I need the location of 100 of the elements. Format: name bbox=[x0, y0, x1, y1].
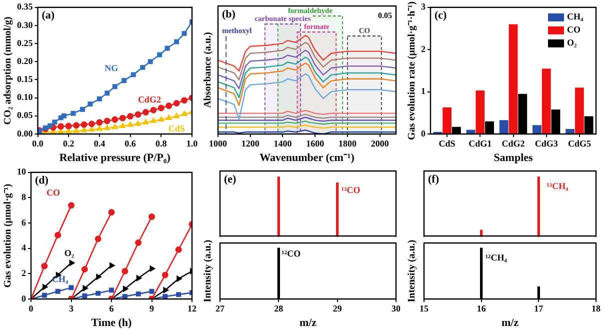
x-tick-label: 3 bbox=[69, 304, 74, 314]
y-tick-label: 2 bbox=[22, 268, 26, 278]
x-tick-label: 27 bbox=[216, 304, 225, 314]
point bbox=[150, 118, 156, 123]
x-tick-label: 2000 bbox=[370, 138, 390, 149]
point bbox=[110, 262, 115, 268]
x-tick-label: 0.4 bbox=[94, 138, 106, 149]
point bbox=[70, 110, 76, 116]
bar bbox=[566, 128, 575, 134]
point bbox=[134, 111, 142, 118]
y-tick-label: 0.00 bbox=[17, 128, 34, 138]
y-tick-label: 0.35 bbox=[17, 2, 34, 12]
point bbox=[162, 272, 168, 278]
point bbox=[82, 293, 88, 298]
bar bbox=[442, 107, 452, 134]
y-tick-label: 0 bbox=[22, 293, 26, 304]
x-axis-title: m/z bbox=[501, 317, 519, 330]
x-tick-label: 0.6 bbox=[124, 138, 136, 149]
x-axis-title: Relative pressure (P/P₀) bbox=[59, 152, 171, 164]
point bbox=[94, 236, 102, 242]
x-tick-label: 12 bbox=[188, 304, 197, 314]
y-axis-title: Gas evolution (μmol·g⁻¹) bbox=[2, 184, 14, 288]
x-tick-label: CdG3 bbox=[534, 138, 558, 149]
y-axis-title: Intensity (a.u.) bbox=[202, 240, 214, 302]
point bbox=[148, 59, 153, 64]
y-tick-label: 0.30 bbox=[17, 20, 34, 30]
point bbox=[112, 84, 118, 90]
x-tick-label: 1400 bbox=[274, 138, 292, 149]
point bbox=[135, 239, 142, 246]
point bbox=[181, 97, 188, 104]
y-tick-label: 0.25 bbox=[17, 38, 34, 48]
point bbox=[96, 96, 102, 102]
point bbox=[108, 209, 115, 216]
x-tick-label: 30 bbox=[392, 304, 401, 314]
x-tick-label: 0.8 bbox=[156, 138, 168, 149]
point bbox=[130, 72, 136, 78]
x-tick-label: 17 bbox=[534, 304, 544, 314]
point bbox=[58, 123, 64, 130]
y-tick-label: 0.20 bbox=[17, 56, 34, 66]
series-label: CH₄ bbox=[52, 274, 69, 284]
point bbox=[158, 104, 164, 112]
point bbox=[122, 78, 127, 83]
series-label: ¹³CO bbox=[341, 185, 360, 196]
point bbox=[52, 120, 58, 125]
point bbox=[122, 286, 128, 292]
point bbox=[96, 126, 102, 131]
point bbox=[68, 202, 74, 209]
series-label: CdG2 bbox=[138, 94, 162, 104]
point bbox=[96, 290, 101, 296]
point bbox=[65, 122, 72, 130]
point bbox=[142, 109, 149, 116]
point bbox=[158, 116, 164, 122]
point bbox=[150, 106, 157, 114]
y-tick-label: 2 bbox=[421, 44, 426, 54]
point bbox=[127, 113, 134, 120]
series-label: O₂ bbox=[64, 248, 74, 258]
point bbox=[96, 119, 103, 126]
y-tick-label: 0 bbox=[421, 128, 426, 138]
point bbox=[142, 119, 149, 124]
x-tick-label: 1800 bbox=[338, 138, 357, 149]
point bbox=[42, 284, 48, 290]
x-axis-title: Samples bbox=[494, 152, 534, 164]
bar bbox=[542, 68, 551, 134]
point bbox=[104, 118, 110, 124]
x-tick-label: 1600 bbox=[306, 138, 325, 149]
point bbox=[80, 121, 88, 128]
point bbox=[81, 127, 87, 132]
point bbox=[148, 213, 155, 220]
x-tick-label: 0.2 bbox=[62, 138, 75, 149]
point bbox=[173, 100, 180, 107]
point bbox=[135, 120, 141, 126]
x-tick-label: 1000 bbox=[209, 138, 228, 149]
bar bbox=[476, 90, 485, 134]
point bbox=[162, 294, 168, 299]
point bbox=[136, 275, 142, 282]
point bbox=[127, 122, 134, 127]
series-label: ¹³CH₄ bbox=[546, 181, 569, 192]
point bbox=[88, 101, 93, 106]
y-tick-label: 3 bbox=[421, 2, 426, 12]
x-axis-title: Time (h) bbox=[91, 317, 132, 330]
series-label: ¹²CH₄ bbox=[485, 252, 508, 262]
y-axis-title: CO₂ adsorption (mmol/g) bbox=[2, 16, 14, 125]
y-axis-title: Gas evolution rate (μmol·g⁻¹·h⁻¹) bbox=[406, 1, 418, 140]
y-tick-label: 4 bbox=[22, 242, 26, 253]
text: 0.05 bbox=[378, 11, 392, 20]
series-label: CdS bbox=[168, 124, 185, 134]
point bbox=[48, 123, 53, 128]
point bbox=[80, 106, 85, 112]
y-tick-label: 0.05 bbox=[17, 110, 34, 120]
x-tick-label: 1.0 bbox=[186, 138, 198, 149]
chart-title: (d) bbox=[35, 174, 49, 187]
series-label: NG bbox=[104, 62, 118, 73]
point bbox=[182, 30, 187, 36]
x-tick-label: CdG2 bbox=[502, 138, 526, 149]
x-tick-label: 9 bbox=[150, 304, 154, 314]
x-axis-title: Wavenumber (cm⁻¹) bbox=[260, 152, 355, 164]
point bbox=[136, 291, 141, 296]
x-axis-title: m/z bbox=[299, 317, 317, 330]
point bbox=[112, 116, 118, 123]
point bbox=[54, 232, 62, 238]
